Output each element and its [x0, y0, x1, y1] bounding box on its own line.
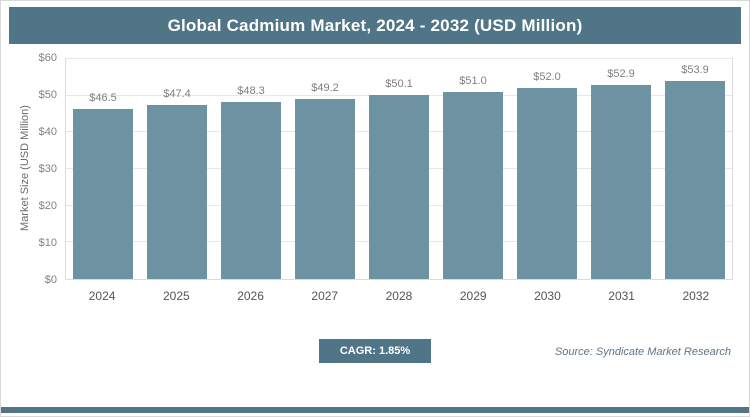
y-axis-ticks: $0 $10 $20 $30 $40 $50 $60 [23, 52, 65, 286]
bar-column: $53.9 [658, 59, 732, 279]
chart-region: Market Size (USD Million) $0 $10 $20 $30 $40… [1, 52, 749, 303]
bottom-accent-bar [1, 407, 749, 413]
bar [665, 81, 725, 279]
bar [443, 92, 503, 279]
y-tick-label: $50 [38, 89, 57, 101]
bar-column: $52.0 [510, 59, 584, 279]
bar-value-label: $53.9 [681, 64, 709, 77]
x-tick-label: 2026 [237, 289, 264, 303]
bar [517, 88, 577, 279]
chart-footer: CAGR: 1.85% Source: Syndicate Market Res… [1, 339, 749, 365]
bar-value-label: $52.0 [533, 71, 561, 84]
bar [147, 105, 207, 279]
x-tick-label: 2027 [311, 289, 339, 303]
x-tick-label: 2032 [682, 289, 710, 303]
bar-value-label: $52.9 [607, 68, 635, 81]
source-text: Source: Syndicate Market Research [554, 346, 731, 358]
x-tick-label: 2025 [162, 289, 190, 303]
y-tick-label: $20 [38, 200, 57, 213]
bar-value-label: $48.3 [237, 84, 265, 97]
bar-column: $51.0 [436, 59, 510, 279]
y-tick-label: $0 [44, 274, 57, 286]
gridline [66, 58, 732, 59]
bar-value-label: $49.2 [311, 81, 339, 94]
x-tick-label: 2028 [385, 289, 413, 303]
bar [73, 108, 133, 279]
bar-column: $52.9 [584, 59, 658, 279]
bar-value-label: $47.4 [163, 88, 191, 101]
bar-column: $48.3 [214, 59, 288, 279]
x-tick-label: 2024 [88, 289, 116, 303]
bar-column: $49.2 [288, 59, 362, 279]
x-tick-label: 2029 [459, 289, 487, 303]
bar-series: $46.5 $47.4 $48.3 $49.2 $50.1 $51.0 $52.0 $52.9… [66, 59, 732, 279]
bar-column: $46.5 [66, 59, 140, 279]
bar [221, 101, 281, 279]
bar [295, 98, 355, 279]
y-tick-label: $30 [38, 163, 57, 175]
plot-area: $46.5 $47.4 $48.3 $49.2 $50.1 $51.0 $52.0 $52.9… [65, 58, 733, 280]
bar [591, 85, 651, 279]
bar-column: $50.1 [362, 59, 436, 279]
y-tick-label: $60 [38, 52, 57, 64]
x-tick-label: 2030 [534, 289, 561, 303]
x-tick-label: 2031 [608, 289, 635, 303]
bar-column: $47.4 [140, 59, 214, 279]
bar-value-label: $50.1 [385, 78, 413, 91]
bar-value-label: $51.0 [459, 75, 487, 87]
cagr-badge: CAGR: 1.85% [319, 339, 431, 363]
y-tick-label: $40 [38, 126, 57, 139]
y-tick-label: $10 [38, 237, 57, 250]
x-axis-labels: 2024 2025 2026 2027 2028 2029 2030 2031 2032 [65, 280, 733, 303]
bar [369, 95, 429, 279]
chart-title: Global Cadmium Market, 2024 - 2032 (USD … [9, 7, 741, 44]
gridline [66, 94, 732, 96]
bar-value-label: $46.5 [89, 91, 117, 104]
